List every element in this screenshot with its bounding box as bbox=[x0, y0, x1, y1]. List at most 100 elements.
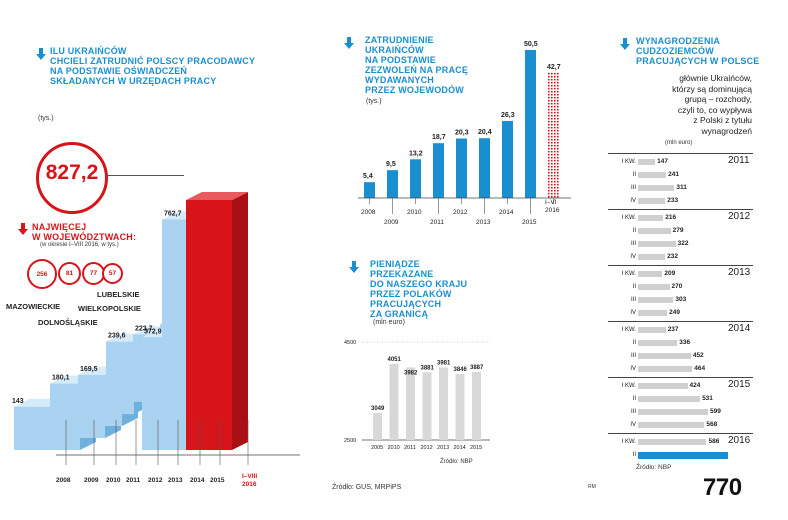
bar-dot bbox=[548, 123, 550, 126]
chart4-title: WYNAGRODZENIA CUDZOZIEMCÓW PRACUJĄCYCH W… bbox=[636, 36, 760, 66]
chart4-unit: (mln euro) bbox=[665, 140, 693, 146]
bar-dot bbox=[557, 180, 559, 183]
bar-dot bbox=[548, 108, 550, 111]
x-tick-label: 2015 bbox=[470, 445, 482, 451]
x-tick-label: 2013 bbox=[476, 219, 491, 226]
bar-dot bbox=[548, 78, 550, 81]
bar-dot bbox=[554, 105, 556, 108]
bar-value-label: 311 bbox=[676, 184, 687, 191]
bar-value-label: 3846 bbox=[454, 367, 468, 373]
bar-dot bbox=[548, 132, 550, 135]
bar bbox=[638, 422, 705, 428]
bar bbox=[638, 366, 693, 372]
bar-dot bbox=[548, 153, 550, 156]
bar-dot bbox=[551, 78, 553, 81]
bar-value-label: 42,7 bbox=[547, 64, 561, 71]
x-tick-label: 2009 bbox=[384, 219, 399, 226]
quarter-label: IV bbox=[630, 422, 636, 428]
bar-dot bbox=[557, 84, 559, 87]
bar-value-label: 568 bbox=[706, 421, 718, 428]
bar-dot bbox=[554, 144, 556, 147]
bar-dot bbox=[548, 117, 550, 120]
bar-dot bbox=[557, 165, 559, 168]
bar-dot bbox=[554, 183, 556, 186]
quarter-label: I KW. bbox=[621, 327, 636, 333]
quarter-label: III bbox=[630, 297, 636, 303]
x-tick-label: 2005 bbox=[371, 445, 383, 451]
bar bbox=[638, 228, 671, 234]
chart2-title: ZATRUDNIENIE UKRAIŃCÓW NA PODSTAWIE ZEZW… bbox=[365, 35, 469, 95]
bar-value-label: 5,4 bbox=[363, 173, 373, 180]
bar-dot bbox=[551, 129, 553, 132]
x-tick-label: 2012 bbox=[453, 209, 468, 216]
bar-dot bbox=[548, 129, 550, 132]
bar-dot bbox=[548, 72, 550, 75]
bar-value-label: 13,2 bbox=[409, 150, 423, 157]
chart3-source: Źródło: NBP bbox=[440, 459, 473, 465]
year-label: 2014 bbox=[728, 323, 751, 334]
bar bbox=[364, 182, 375, 198]
highlight-last-value: 770 bbox=[703, 474, 742, 501]
bar-dot bbox=[548, 135, 550, 138]
bar-dot bbox=[548, 96, 550, 99]
bar-dot bbox=[554, 153, 556, 156]
bar-dot bbox=[548, 90, 550, 93]
bar-dot bbox=[554, 162, 556, 165]
bar-dot bbox=[551, 144, 553, 147]
bar bbox=[373, 413, 382, 440]
bar-value-label: 464 bbox=[694, 365, 706, 372]
year-separator bbox=[608, 265, 753, 266]
x-tick-label: I–VIII 2016 bbox=[242, 473, 257, 488]
bar-dot bbox=[557, 114, 559, 117]
quarter-label: IV bbox=[630, 310, 636, 316]
quarter-label: II bbox=[632, 396, 636, 402]
bar-dot bbox=[557, 93, 559, 96]
chart3-title: PIENIĄDZE PRZEKAZANE DO NASZEGO KRAJU PR… bbox=[370, 259, 468, 319]
x-tick-label: 2011 bbox=[430, 219, 444, 226]
bar-dot bbox=[554, 180, 556, 183]
bar-dot bbox=[548, 177, 550, 180]
bar bbox=[638, 439, 707, 445]
leader-line bbox=[106, 175, 184, 176]
bar-dot bbox=[548, 84, 550, 87]
bar-dot bbox=[551, 153, 553, 156]
bar-value-label: 26,3 bbox=[501, 112, 515, 119]
bar bbox=[638, 215, 664, 221]
bar-dot bbox=[557, 192, 559, 195]
footer-initials: RM bbox=[588, 484, 596, 490]
bar bbox=[638, 172, 667, 178]
bar-dot bbox=[548, 75, 550, 78]
bar-dot bbox=[554, 132, 556, 135]
quarter-label: I KW. bbox=[621, 159, 636, 165]
bar bbox=[525, 50, 536, 198]
bar-dot bbox=[554, 84, 556, 87]
highlight-value: 827,2 bbox=[45, 161, 99, 184]
down-arrow-icon bbox=[349, 261, 359, 273]
bar-dot bbox=[554, 138, 556, 141]
bar-dot bbox=[554, 81, 556, 84]
bar-dot bbox=[548, 180, 550, 183]
bar-dot bbox=[557, 177, 559, 180]
chart2-unit: (tys.) bbox=[366, 98, 382, 105]
bar bbox=[422, 372, 432, 440]
quarter-label: III bbox=[630, 353, 636, 359]
x-tick-label: 2008 bbox=[361, 209, 376, 216]
voivodeships-subtitle: (w okresie I–VIII 2016, w tys.) bbox=[40, 242, 119, 248]
bar-dot bbox=[551, 108, 553, 111]
bar-value-label: 50,5 bbox=[524, 41, 538, 48]
bar-dot bbox=[554, 72, 556, 75]
bar-dot bbox=[548, 165, 550, 168]
voivodeship-label: MAZOWIECKIE bbox=[6, 302, 61, 311]
bar bbox=[638, 310, 668, 316]
bar-value-label: 180,1 bbox=[52, 375, 70, 382]
bar-dot bbox=[554, 120, 556, 123]
highlight-value-circle bbox=[36, 142, 108, 214]
bar-dot bbox=[551, 177, 553, 180]
bar-dot bbox=[554, 108, 556, 111]
bar-dot bbox=[551, 96, 553, 99]
voivodeship-label: WIELKOPOLSKIE bbox=[78, 304, 141, 313]
bar bbox=[433, 143, 444, 198]
bar-dot bbox=[551, 135, 553, 138]
bar-dot bbox=[554, 129, 556, 132]
bar-value-label: 270 bbox=[671, 283, 683, 290]
